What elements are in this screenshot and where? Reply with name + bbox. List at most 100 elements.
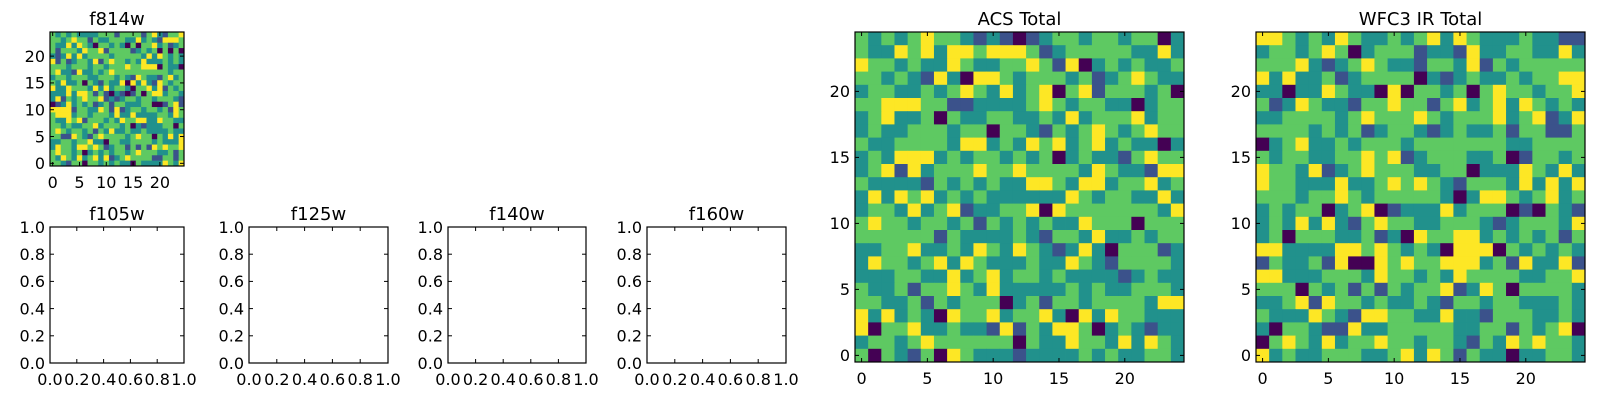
heatmap-cell	[108, 155, 115, 162]
heatmap-cell	[907, 32, 922, 46]
heatmap-cell	[1400, 124, 1415, 138]
heatmap-cell	[82, 64, 88, 70]
heatmap-cell	[868, 177, 882, 191]
heatmap-cell	[1012, 124, 1027, 138]
heatmap-cell	[1091, 203, 1106, 218]
heatmap-cell	[146, 112, 153, 119]
heatmap-cell	[1545, 296, 1560, 310]
heatmap-cell	[98, 69, 104, 76]
heatmap-cell	[1466, 137, 1481, 152]
heatmap-cell	[894, 150, 909, 165]
heatmap-cell	[1282, 348, 1296, 363]
heatmap-cell	[135, 74, 142, 81]
heatmap-cell	[1321, 230, 1336, 244]
heatmap-cell	[1387, 256, 1402, 270]
heatmap-cell	[135, 64, 142, 70]
heatmap-cell	[1427, 32, 1441, 46]
heatmap-cell	[1479, 124, 1494, 138]
heatmap-cell	[125, 80, 131, 86]
heatmap-cell	[1545, 256, 1560, 270]
heatmap-cell	[973, 150, 987, 165]
heatmap-cell	[1506, 150, 1520, 165]
heatmap-cell	[151, 80, 158, 86]
heatmap-cell	[1571, 322, 1586, 336]
heatmap-cell	[1269, 45, 1283, 59]
heatmap-cell	[1170, 243, 1185, 257]
heatmap-cell	[1295, 84, 1310, 99]
heatmap-cell	[1157, 335, 1172, 350]
heatmap-cell	[933, 322, 948, 336]
heatmap-cell	[973, 84, 987, 99]
heatmap-cell	[1479, 111, 1494, 125]
heatmap-cell	[135, 139, 142, 145]
heatmap-cell	[1078, 164, 1093, 178]
heatmap-cell	[999, 45, 1014, 59]
heatmap-cell	[71, 128, 78, 135]
heatmap-cell	[146, 155, 153, 162]
heatmap-cell	[1440, 243, 1454, 257]
heatmap-cell	[933, 137, 948, 152]
heatmap-cell	[1105, 124, 1119, 138]
heatmap-cell	[55, 112, 62, 119]
heatmap-cell	[1453, 296, 1467, 310]
heatmap-cell	[1144, 58, 1159, 72]
heatmap-cell	[146, 160, 153, 167]
heatmap-cell	[920, 309, 935, 323]
heatmap-cell	[55, 90, 62, 97]
heatmap-cell	[1492, 296, 1507, 310]
heatmap-cell	[108, 107, 115, 113]
heatmap-cell	[1012, 348, 1027, 363]
heatmap-cell	[1256, 111, 1270, 125]
heatmap-cell	[87, 37, 94, 44]
heatmap-cell	[960, 335, 974, 350]
heatmap-cell	[868, 269, 882, 284]
heatmap-cell	[146, 123, 153, 129]
heatmap-cell	[1545, 190, 1560, 204]
heatmap-cell	[1026, 45, 1040, 59]
heatmap-cell	[1479, 58, 1494, 72]
heatmap-cell	[173, 48, 180, 54]
x-tick-label: 0.2	[264, 370, 289, 389]
heatmap-cell	[1144, 203, 1159, 218]
heatmap-cell	[1492, 243, 1507, 257]
heatmap-cell	[125, 96, 131, 103]
heatmap-cell	[1466, 150, 1481, 165]
heatmap-cell	[1295, 309, 1310, 323]
heatmap-cell	[146, 64, 153, 70]
heatmap-cell	[907, 269, 922, 284]
heatmap-cell	[1558, 203, 1573, 218]
heatmap-cell	[1506, 230, 1520, 244]
heatmap-cell	[50, 85, 56, 92]
heatmap-cell	[1413, 256, 1428, 270]
heatmap-cell	[1532, 282, 1546, 297]
heatmap-cell	[1427, 150, 1441, 165]
heatmap-cell	[933, 309, 948, 323]
heatmap-cell	[960, 256, 974, 270]
heatmap-cell	[108, 96, 115, 103]
heatmap-cell	[98, 107, 104, 113]
heatmap-cell	[1012, 98, 1027, 112]
heatmap-cell	[1012, 256, 1027, 270]
heatmap-cell	[87, 139, 94, 145]
heatmap-cell	[960, 177, 974, 191]
heatmap-cell	[933, 45, 948, 59]
heatmap-cell	[1052, 32, 1066, 46]
heatmap-cell	[167, 58, 174, 65]
heatmap-cell	[1374, 84, 1388, 99]
heatmap-cell	[162, 112, 169, 119]
heatmap-cell	[1558, 177, 1573, 191]
heatmap-cell	[55, 133, 62, 140]
heatmap-cell	[1321, 124, 1336, 138]
heatmap-cell	[135, 58, 142, 65]
heatmap-cell	[1387, 269, 1402, 284]
heatmap-cell	[162, 53, 169, 60]
heatmap-cell	[1453, 84, 1467, 99]
heatmap-cell	[1295, 177, 1310, 191]
heatmap-cell	[60, 64, 67, 70]
heatmap-cell	[173, 149, 180, 156]
heatmap-cell	[125, 123, 131, 129]
heatmap-cell	[1361, 203, 1375, 218]
heatmap-cell	[1571, 203, 1586, 218]
heatmap-cell	[119, 69, 126, 76]
heatmap-cell	[1131, 269, 1145, 284]
